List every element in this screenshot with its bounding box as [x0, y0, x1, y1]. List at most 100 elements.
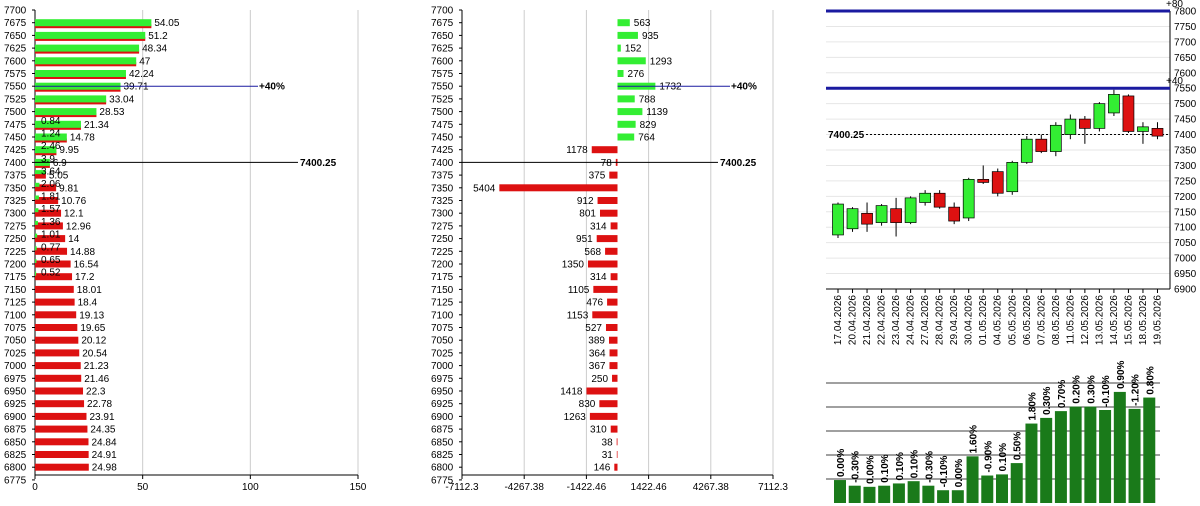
put-oi-label: 801	[579, 209, 596, 220]
call-bar-label: 0.65	[41, 255, 61, 266]
put-bar	[35, 273, 73, 281]
x-tick-label: 04.05.2026	[993, 295, 1004, 345]
candle-body	[1079, 118, 1091, 129]
y-tick-label: 7425	[431, 145, 454, 156]
y-tick-label: 7175	[4, 272, 27, 283]
change-label: 0.10%	[998, 443, 1009, 471]
candlestick-chart: 7800 7750 7700 7650 7600 7550 7500 7450 7400 7350…	[826, 0, 1197, 345]
put-bar-label: 12.1	[64, 209, 84, 220]
put-oi-label: 38	[602, 437, 614, 448]
call-oi-bar	[617, 133, 635, 141]
call-bar-label: 1.81	[41, 192, 61, 203]
y-tick-label: 7450	[4, 133, 27, 144]
candle-body	[948, 206, 961, 222]
x-tick-label: 1422.46	[631, 482, 668, 493]
put-oi-label: 1105	[568, 285, 590, 296]
y-tick-label: 7675	[4, 18, 27, 29]
call-oi-bar	[617, 31, 638, 39]
put-bar-label: 18.4	[78, 298, 98, 309]
y-tick-label: 7575	[431, 69, 454, 80]
y-tick-label: 7050	[431, 336, 454, 347]
call-bar-label: 42.24	[129, 69, 154, 80]
change-label: 0.00%	[865, 455, 876, 483]
put-bar	[35, 362, 81, 370]
candle-body	[861, 212, 873, 225]
call-oi-label: 276	[628, 69, 645, 80]
level-label: +80	[1166, 0, 1183, 10]
put-oi-label: 146	[594, 463, 611, 474]
y-tick-label: 7600	[1174, 68, 1197, 79]
put-bar	[35, 184, 57, 192]
call-oi-label: 935	[642, 31, 659, 42]
x-tick-label: 14.05.2026	[1109, 295, 1120, 345]
x-tick-label: 17.04.2026	[833, 295, 844, 345]
put-oi-label: 389	[588, 336, 605, 347]
put-bar	[35, 463, 89, 471]
candle-body	[977, 178, 990, 183]
change-bar	[907, 481, 920, 503]
candle-body	[1137, 126, 1149, 132]
change-bar	[937, 490, 950, 503]
y-tick-label: 7350	[4, 183, 27, 194]
y-tick-label: 6950	[431, 387, 454, 398]
x-tick-label: 15.05.2026	[1123, 295, 1134, 345]
y-tick-label: 7600	[431, 56, 454, 67]
put-oi-label: 375	[589, 171, 606, 182]
call-bar-label: 33.04	[109, 94, 134, 105]
x-tick-label: 27.04.2026	[920, 295, 931, 345]
y-tick-label: 7150	[431, 285, 454, 296]
put-bar	[35, 298, 75, 306]
change-bar	[1054, 411, 1067, 503]
candle-body	[991, 171, 1004, 194]
put-oi-label: 830	[579, 399, 596, 410]
y-tick-label: 7475	[431, 120, 454, 131]
change-bar	[981, 475, 994, 503]
change-label: -0.10%	[1101, 375, 1112, 407]
change-bar	[1010, 463, 1023, 503]
change-label: 0.10%	[895, 452, 906, 480]
put-bar	[35, 438, 89, 446]
current-price-label: 7400.25	[720, 158, 757, 169]
y-tick-label: 7350	[1174, 146, 1197, 157]
put-oi-bar	[616, 438, 618, 446]
call-bar	[35, 208, 39, 213]
put-bar	[35, 197, 59, 204]
x-tick-label: 08.05.2026	[1051, 295, 1062, 345]
put-oi-label: 310	[590, 425, 607, 436]
call-bar-label: 39.71	[124, 82, 149, 93]
y-tick-label: 7025	[431, 348, 454, 359]
y-tick-label: 6875	[4, 425, 27, 436]
y-tick-label: 6925	[4, 399, 27, 410]
put-bar	[35, 336, 79, 344]
y-tick-label: 6850	[431, 437, 454, 448]
call-oi-label: 764	[638, 133, 655, 144]
y-tick-label: 6825	[431, 450, 454, 461]
x-tick-label: 07.05.2026	[1036, 295, 1047, 345]
y-tick-label: 7750	[1174, 22, 1197, 33]
call-oi-label: 563	[634, 18, 651, 29]
y-tick-label: 7275	[431, 221, 454, 232]
put-oi-bar	[607, 298, 618, 306]
put-oi-bar	[605, 324, 618, 331]
change-label: 1.60%	[969, 425, 980, 453]
x-tick-label: 150	[350, 482, 367, 493]
y-tick-label: 7650	[431, 31, 454, 42]
put-bar-label: 10.76	[61, 196, 86, 207]
call-bar	[35, 246, 37, 251]
candle-body	[832, 203, 844, 236]
put-bar	[35, 311, 77, 319]
put-bar	[35, 171, 46, 179]
put-oi-bar	[591, 146, 618, 154]
y-tick-label: 7700	[1174, 37, 1197, 48]
call-bar	[35, 170, 46, 175]
x-tick-label: 100	[242, 482, 259, 493]
put-oi-bar	[597, 197, 618, 204]
small-value-label: 2.46	[41, 141, 61, 152]
y-tick-label: 6950	[1174, 269, 1197, 280]
candle-body	[1122, 95, 1135, 132]
put-oi-bar	[605, 247, 618, 255]
y-tick-label: 7525	[4, 94, 27, 105]
put-bar-label: 18.01	[77, 285, 102, 296]
x-tick-label: 20.04.2026	[848, 295, 859, 345]
x-tick-label: 4267.38	[693, 482, 730, 493]
